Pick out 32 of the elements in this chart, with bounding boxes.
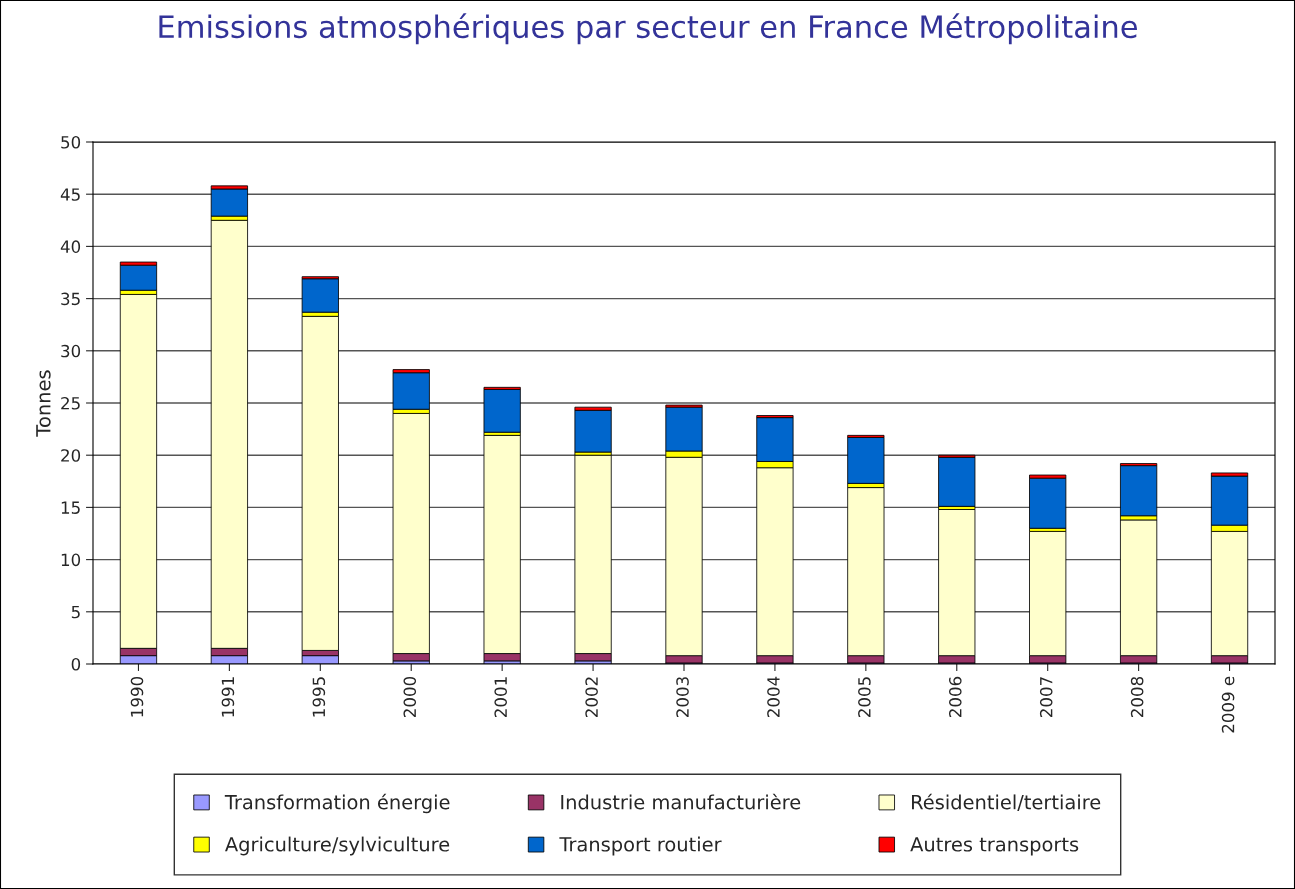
legend-label: Résidentiel/tertiaire [912,793,1101,811]
x-tick-label: 2001 [494,677,507,717]
x-tick-label: 1990 [130,676,144,717]
y-axis-title: Tonnes [36,370,51,437]
x-tick-label: 1995 [312,677,326,717]
y-tick-label: 35 [61,292,80,306]
x-tick-label: 2006 [949,676,962,717]
y-tick-label: 25 [61,396,80,410]
y-tick-label: 10 [61,553,81,567]
legend-label: Transport routier [559,836,722,856]
y-tick-label: 0 [71,657,81,671]
legend-label: Autres transports [910,837,1079,856]
y-tick-label: 50 [61,135,81,149]
legend-label: Transformation énergie [224,793,450,814]
x-tick-label: 2008 [1130,676,1144,717]
y-tick-label: 40 [60,240,81,253]
y-tick-label: 45 [60,188,80,201]
chart-title: Emissions atmosphériques par secteur en France Métropolitaine [159,13,1137,45]
y-tick-label: 30 [61,344,81,358]
x-tick-label: 2000 [403,676,417,717]
x-tick-label: 2009 e [1221,676,1235,733]
y-tick-label: 20 [61,449,81,462]
x-tick-label: 2005 [858,677,871,717]
y-tick-label: 15 [61,501,80,514]
x-tick-label: 2007 [1039,677,1053,717]
legend-label: Agriculture/sylviculture [225,836,450,856]
x-tick-label: 2002 [585,677,598,717]
y-tick-label: 5 [71,605,80,619]
x-tick-label: 1991 [221,677,235,717]
x-tick-label: 2004 [767,676,780,717]
legend-label: Industrie manufacturière [561,793,801,810]
x-tick-label: 2003 [676,677,689,717]
